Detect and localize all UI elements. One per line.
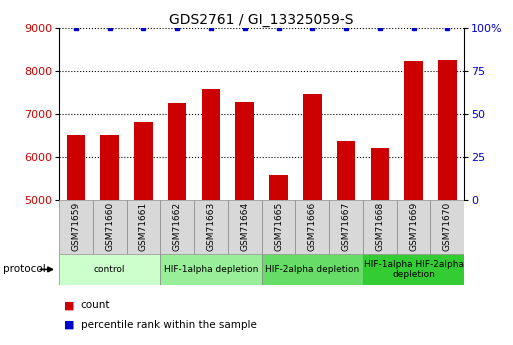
Bar <box>235 102 254 200</box>
Text: HIF-2alpha depletion: HIF-2alpha depletion <box>265 265 360 274</box>
Bar <box>430 200 464 254</box>
Bar <box>93 200 127 254</box>
Text: ■: ■ <box>64 300 74 310</box>
Text: GSM71664: GSM71664 <box>240 202 249 252</box>
Text: GSM71667: GSM71667 <box>342 202 350 252</box>
Text: GSM71668: GSM71668 <box>376 202 384 252</box>
Text: ■: ■ <box>64 320 74 330</box>
Bar <box>101 135 119 200</box>
Bar <box>370 148 389 200</box>
Bar <box>303 94 322 200</box>
Bar <box>160 254 262 285</box>
Bar <box>363 200 397 254</box>
Bar <box>337 141 356 200</box>
Text: GSM71666: GSM71666 <box>308 202 317 252</box>
Title: GDS2761 / GI_13325059-S: GDS2761 / GI_13325059-S <box>169 12 354 27</box>
Bar <box>59 254 160 285</box>
Bar <box>262 200 295 254</box>
Bar <box>59 200 93 254</box>
Bar <box>67 135 85 200</box>
Text: protocol: protocol <box>3 265 45 274</box>
Text: HIF-1alpha depletion: HIF-1alpha depletion <box>164 265 258 274</box>
Text: GSM71660: GSM71660 <box>105 202 114 252</box>
Bar <box>295 200 329 254</box>
Text: GSM71665: GSM71665 <box>274 202 283 252</box>
Bar <box>194 200 228 254</box>
Bar <box>438 60 457 200</box>
Text: GSM71669: GSM71669 <box>409 202 418 252</box>
Text: GSM71670: GSM71670 <box>443 202 452 252</box>
Bar <box>127 200 160 254</box>
Text: GSM71659: GSM71659 <box>71 202 81 252</box>
Bar <box>329 200 363 254</box>
Bar <box>228 200 262 254</box>
Bar <box>269 175 288 200</box>
Text: GSM71661: GSM71661 <box>139 202 148 252</box>
Bar <box>404 61 423 200</box>
Bar <box>262 254 363 285</box>
Text: count: count <box>81 300 110 310</box>
Bar <box>397 200 430 254</box>
Bar <box>363 254 464 285</box>
Text: GSM71663: GSM71663 <box>206 202 215 252</box>
Text: GSM71662: GSM71662 <box>173 202 182 252</box>
Text: control: control <box>94 265 125 274</box>
Text: HIF-1alpha HIF-2alpha
depletion: HIF-1alpha HIF-2alpha depletion <box>364 260 464 279</box>
Bar <box>160 200 194 254</box>
Bar <box>168 103 187 200</box>
Bar <box>202 89 220 200</box>
Bar <box>134 122 153 200</box>
Text: percentile rank within the sample: percentile rank within the sample <box>81 320 256 330</box>
